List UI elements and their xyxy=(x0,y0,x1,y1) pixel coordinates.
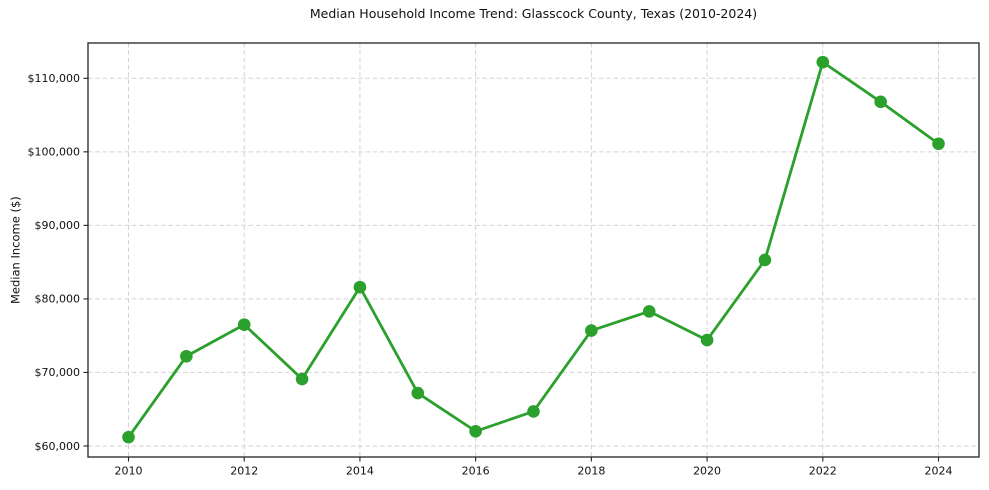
x-tick-label: 2014 xyxy=(346,465,374,478)
x-tick-label: 2016 xyxy=(462,465,490,478)
data-point-marker xyxy=(932,137,945,151)
data-point-marker xyxy=(700,333,714,347)
data-point-marker xyxy=(585,324,598,337)
y-tick-label: $100,000 xyxy=(28,146,81,159)
x-tick-label: 2020 xyxy=(693,465,721,478)
x-tick-label: 2010 xyxy=(115,465,143,478)
x-tick-label: 2018 xyxy=(577,465,605,478)
income-trend-line xyxy=(127,60,940,439)
y-tick-label: $70,000 xyxy=(35,366,81,379)
data-point-marker xyxy=(180,349,193,363)
y-tick-label: $80,000 xyxy=(35,293,81,306)
x-tick-label: 2024 xyxy=(925,465,953,478)
data-point-marker xyxy=(642,305,656,318)
x-tick-label: 2012 xyxy=(230,465,258,478)
data-point-marker xyxy=(122,430,135,444)
data-point-marker xyxy=(874,95,887,109)
data-point-marker xyxy=(816,55,830,69)
chart-title: Median Household Income Trend: Glasscock… xyxy=(309,6,758,21)
data-point-marker xyxy=(237,318,251,331)
data-point-marker xyxy=(411,386,425,400)
y-tick-label: $110,000 xyxy=(28,72,81,85)
y-tick-label: $60,000 xyxy=(35,440,81,453)
y-tick-label: $90,000 xyxy=(35,219,81,232)
plot-frame xyxy=(87,42,980,458)
data-point-marker xyxy=(353,280,367,294)
x-tick-label: 2022 xyxy=(809,465,837,478)
data-point-marker xyxy=(469,424,482,438)
data-point-marker xyxy=(295,372,309,386)
data-point-marker xyxy=(527,405,540,418)
data-point-marker xyxy=(758,253,772,267)
